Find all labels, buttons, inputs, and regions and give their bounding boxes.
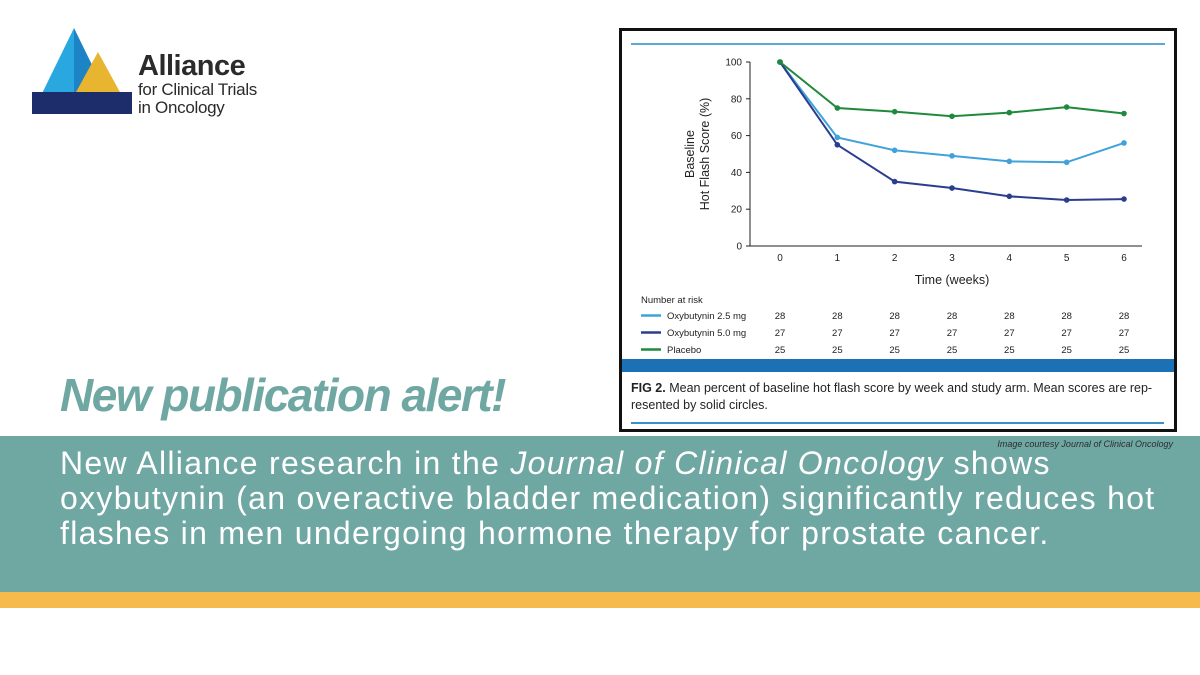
x-axis-label: Time (weeks) bbox=[915, 273, 990, 287]
figure-bottom-rule bbox=[631, 422, 1164, 424]
x-tick-label: 0 bbox=[777, 253, 783, 264]
legend-label: Oxybutynin 2.5 mg bbox=[667, 311, 746, 322]
data-point bbox=[1121, 196, 1127, 202]
data-point bbox=[1063, 104, 1070, 110]
logo-name: Alliance bbox=[138, 50, 246, 82]
x-tick-label: 2 bbox=[892, 253, 898, 264]
data-point bbox=[1121, 140, 1127, 146]
risk-count: 27 bbox=[1004, 328, 1015, 339]
data-point bbox=[834, 142, 841, 148]
risk-count: 25 bbox=[832, 345, 843, 356]
alliance-logo: Alliance for Clinical Trials in Oncology bbox=[28, 26, 288, 121]
data-point bbox=[949, 185, 955, 191]
figure-caption: FIG 2. Mean percent of baseline hot flas… bbox=[631, 380, 1164, 414]
summary-text-end: shows oxybutynin (an overactive bladder … bbox=[60, 445, 1156, 551]
alliance-triangle-logo-icon bbox=[32, 28, 132, 114]
summary-text: New Alliance research in the Journal of … bbox=[60, 446, 1180, 551]
data-point bbox=[949, 153, 955, 159]
data-point bbox=[891, 108, 898, 115]
headline: New publication alert! bbox=[60, 369, 506, 421]
data-point bbox=[834, 105, 841, 111]
y-tick-label: 40 bbox=[731, 168, 743, 179]
data-point bbox=[777, 59, 783, 65]
x-tick-label: 3 bbox=[949, 253, 955, 264]
risk-count: 27 bbox=[947, 328, 958, 339]
summary-text-start: New Alliance research in the bbox=[60, 445, 511, 481]
y-tick-label: 60 bbox=[731, 131, 743, 142]
risk-count: 27 bbox=[832, 328, 843, 339]
x-tick-label: 6 bbox=[1121, 253, 1127, 264]
data-point bbox=[1006, 193, 1013, 200]
risk-count: 28 bbox=[947, 311, 958, 322]
series-line-2 bbox=[779, 61, 1125, 118]
risk-count: 27 bbox=[1061, 328, 1072, 339]
data-point bbox=[1063, 159, 1070, 166]
legend-label: Placebo bbox=[667, 345, 701, 356]
risk-count: 27 bbox=[889, 328, 900, 339]
x-tick-label: 5 bbox=[1064, 253, 1070, 264]
caption-text: Mean percent of baseline hot flash score… bbox=[631, 381, 1153, 412]
data-point bbox=[1006, 109, 1013, 116]
risk-count: 25 bbox=[947, 345, 958, 356]
risk-count: 25 bbox=[1061, 345, 1072, 356]
legend-label: Oxybutynin 5.0 mg bbox=[667, 328, 746, 339]
hot-flash-line-chart: 0 20 40 60 80 100 0 1 2 3 4 5 6 Time (weeks) Baseline H… bbox=[641, 58, 1142, 356]
series-line-0 bbox=[779, 61, 1125, 164]
y-tick-label: 0 bbox=[736, 242, 742, 253]
journal-figure: 0 20 40 60 80 100 0 1 2 3 4 5 6 Time (weeks) Baseline H… bbox=[619, 28, 1177, 432]
risk-count: 25 bbox=[1004, 345, 1015, 356]
risk-count: 27 bbox=[1119, 328, 1130, 339]
image-credit: Image courtesy Journal of Clinical Oncol… bbox=[997, 439, 1173, 449]
risk-table-title: Number at risk bbox=[641, 295, 703, 306]
figure-blue-band bbox=[622, 359, 1174, 372]
risk-count: 28 bbox=[889, 311, 900, 322]
data-point bbox=[891, 178, 898, 185]
data-point bbox=[834, 134, 841, 141]
journal-name: Journal of Clinical Oncology bbox=[510, 445, 944, 481]
risk-count: 28 bbox=[1061, 311, 1072, 322]
y-tick-label: 20 bbox=[731, 205, 743, 216]
risk-count: 28 bbox=[1119, 311, 1130, 322]
gold-accent-strip bbox=[0, 592, 1200, 608]
risk-count: 25 bbox=[889, 345, 900, 356]
caption-label: FIG 2. bbox=[631, 381, 666, 395]
risk-count: 28 bbox=[832, 311, 843, 322]
risk-count: 28 bbox=[775, 311, 786, 322]
risk-count: 25 bbox=[1119, 345, 1130, 356]
risk-count: 27 bbox=[775, 328, 786, 339]
y-axis-label-line1: Baseline bbox=[683, 130, 697, 178]
data-point bbox=[1006, 158, 1013, 165]
data-point bbox=[1063, 197, 1070, 203]
figure-top-rule bbox=[631, 43, 1165, 45]
x-tick-label: 4 bbox=[1007, 253, 1013, 264]
data-point bbox=[891, 147, 898, 154]
risk-count: 28 bbox=[1004, 311, 1015, 322]
y-tick-label: 100 bbox=[725, 58, 742, 69]
summary-banner: Image courtesy Journal of Clinical Oncol… bbox=[0, 436, 1200, 592]
data-point bbox=[1121, 110, 1127, 117]
logo-subtitle-line2: in Oncology bbox=[138, 98, 225, 117]
risk-count: 25 bbox=[775, 345, 786, 356]
data-point bbox=[949, 113, 955, 120]
y-axis-label-line2: Hot Flash Score (%) bbox=[698, 98, 712, 211]
logo-subtitle-line1: for Clinical Trials bbox=[138, 80, 257, 99]
x-tick-label: 1 bbox=[835, 253, 841, 264]
y-tick-label: 80 bbox=[731, 94, 743, 105]
